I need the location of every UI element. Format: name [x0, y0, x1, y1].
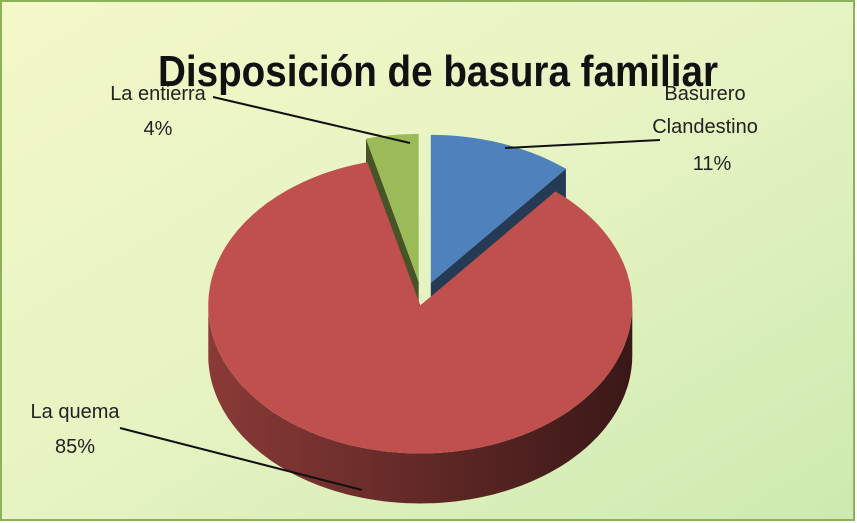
- slice-value-label: 11%: [693, 153, 732, 175]
- slice: [430, 134, 566, 283]
- slice-value-label: 4%: [144, 118, 173, 140]
- slice-label: La quema: [31, 401, 121, 423]
- slice-side: [208, 305, 633, 504]
- leader-line: [212, 96, 411, 144]
- slice-value-label: 85%: [55, 436, 95, 458]
- pie: [208, 133, 633, 504]
- slice-label: La entierra: [110, 83, 206, 105]
- slice-label: Basurero Clandestino: [652, 83, 758, 138]
- chart-title: Disposición de basura familiar: [158, 47, 718, 96]
- slice: [208, 162, 633, 454]
- slice: [366, 133, 419, 282]
- leader-line: [119, 427, 363, 491]
- leader-line: [504, 139, 661, 149]
- labels: Basurero Clandestino 11% La quema 85% La enti…: [31, 83, 758, 491]
